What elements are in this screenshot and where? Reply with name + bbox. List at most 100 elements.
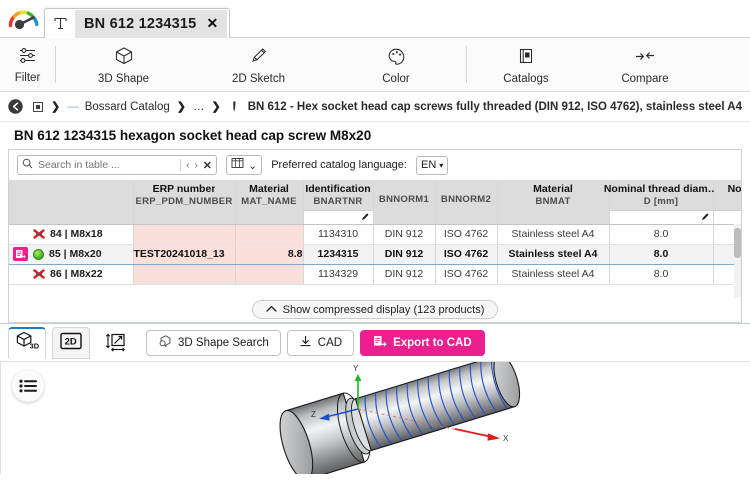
cell-identification: 1134329 (303, 264, 374, 285)
scrollbar-thumb[interactable] (734, 228, 741, 258)
ribbon-item-2d-sketch[interactable]: 2D Sketch (191, 38, 326, 91)
column-header-nominal-length[interactable]: Nominal leng. L [mm] (713, 180, 741, 225)
ribbon-item-catalogs[interactable]: Catalogs (467, 38, 585, 91)
column-header-erp-number[interactable]: ERP number ERP_PDM_NUMBER (133, 180, 236, 225)
row-selector-cell[interactable]: 86 | M8x22 (9, 264, 134, 285)
dimension-icon[interactable] (100, 328, 134, 358)
column-header-material-name[interactable]: Material MAT_NAME (235, 180, 304, 225)
column-settings-button[interactable]: ⌄ (226, 155, 263, 175)
document-tab[interactable]: BN 612 1234315 ✕ (44, 8, 231, 38)
ribbon-divider (55, 46, 56, 83)
breadcrumb-dash: — (67, 100, 78, 113)
search-prev-button[interactable]: ‹ (186, 159, 190, 171)
cell-erp-number (133, 264, 236, 285)
export-to-cad-button[interactable]: Export to CAD (360, 329, 485, 356)
grid-vertical-scrollbar[interactable] (734, 224, 741, 297)
shape-search-icon (158, 334, 172, 351)
column-filter-diameter[interactable] (609, 209, 713, 224)
close-icon[interactable]: ✕ (205, 9, 228, 38)
ribbon-item-label: Filter (14, 72, 41, 84)
column-subtitle: D [mm] (643, 196, 679, 207)
svg-text:3D: 3D (30, 342, 39, 351)
search-input[interactable] (38, 159, 176, 171)
download-icon (299, 335, 312, 351)
column-title: Nominal leng. (727, 183, 741, 195)
row-selector-cell[interactable]: 84 | M8x18 (9, 224, 134, 245)
column-header-selection[interactable] (9, 180, 134, 225)
column-header-bnnorm2[interactable]: BNNORM2 (435, 180, 498, 225)
column-subtitle: MAT_NAME (241, 196, 297, 207)
cad-export-icon[interactable] (13, 247, 28, 261)
compressed-display-bar: Show compressed display (123 products) (8, 297, 742, 323)
chevron-down-icon: ⌄ (248, 159, 258, 172)
table-row[interactable]: 86 | M8x22 1134329 DIN 912 ISO 4762 Stai… (9, 264, 741, 285)
search-next-button[interactable]: › (194, 159, 198, 171)
cell-diameter: 8.0 (609, 243, 714, 265)
ribbon-item-label: 2D Sketch (231, 73, 286, 85)
cell-bnnorm1: DIN 912 (373, 264, 436, 285)
search-box[interactable]: ‹ › ✕ (17, 155, 217, 175)
ribbon-divider (466, 46, 467, 83)
column-title: BNNORM1 (378, 194, 430, 205)
document-tab-label: BN 612 1234315 (75, 9, 206, 38)
column-subtitle: ERP_PDM_NUMBER (135, 196, 233, 207)
column-title: ERP number (152, 183, 216, 195)
breadcrumb-ellipsis[interactable]: … (192, 100, 205, 113)
ribbon-item-color[interactable]: Color (326, 38, 466, 91)
export-cad-icon (373, 335, 387, 351)
pencil-edit-icon (361, 212, 370, 223)
catalog-home-icon[interactable] (31, 100, 44, 113)
ribbon-item-3d-shape[interactable]: 3D Shape (56, 38, 191, 91)
column-title: Identification (305, 183, 371, 195)
column-header-bnmat[interactable]: Material BNMAT (497, 180, 610, 225)
viewport-left-rail (0, 362, 1, 474)
breadcrumb-chevron: ❯ (51, 101, 61, 113)
grid-body: 84 | M8x18 1134310 DIN 912 ISO 4762 Stai… (9, 224, 741, 285)
svg-text:2D: 2D (65, 336, 77, 347)
list-menu-icon[interactable] (12, 370, 44, 402)
viewer-toolbar: 3D 2D 3D Shape Search (0, 323, 750, 361)
column-filter-identification[interactable] (303, 209, 373, 224)
columns-icon (231, 156, 244, 174)
column-header-bnnorm1[interactable]: BNNORM1 (373, 180, 436, 225)
table-row[interactable]: 85 | M8x20 TEST20241018_13 8.8 1234315 D… (9, 243, 741, 265)
compressed-display-label: Show compressed display (123 products) (282, 303, 485, 316)
row-label: 86 | M8x22 (50, 268, 103, 280)
search-divider (180, 159, 182, 171)
cell-bnnorm2: ISO 4762 (435, 243, 498, 265)
language-select[interactable]: EN ▾ (415, 155, 449, 175)
column-title: Nominal thread diam… (603, 183, 719, 195)
3d-shape-search-button[interactable]: 3D Shape Search (146, 329, 281, 356)
tab-2d[interactable]: 2D (52, 327, 90, 359)
back-arrow-icon[interactable] (6, 98, 24, 116)
gauge-logo (4, 3, 44, 37)
ribbon-item-filter[interactable]: Filter (0, 38, 55, 91)
cell-identification: 1234315 (303, 243, 374, 265)
book-icon (517, 47, 535, 70)
search-clear-button[interactable]: ✕ (202, 159, 212, 172)
show-compressed-display-button[interactable]: Show compressed display (123 products) (251, 300, 499, 319)
cell-identification: 1134310 (303, 224, 374, 245)
cad-button[interactable]: CAD (286, 329, 355, 356)
pencil-icon (249, 46, 269, 70)
tab-3d[interactable]: 3D (8, 327, 46, 359)
cell-bnnorm2: ISO 4762 (435, 224, 498, 245)
cell-bnmat: Stainless steel A4 (497, 243, 610, 265)
3d-viewport[interactable]: Y Z X (0, 361, 750, 474)
row-label: 84 | M8x18 (50, 228, 103, 240)
ribbon-item-label: Compare (621, 72, 669, 85)
column-header-nominal-thread-diameter[interactable]: Nominal thread diam… D [mm] (604, 180, 718, 225)
breadcrumb: ❯ — Bossard Catalog ❯ … ❯ BN 612 - Hex s… (0, 92, 750, 122)
product-grid[interactable]: ERP number ERP_PDM_NUMBER Material MAT_N… (9, 180, 741, 297)
ribbon-item-label: 3D Shape (97, 73, 150, 85)
column-header-identification[interactable]: Identification BNARTNR (303, 180, 374, 225)
export-to-cad-label: Export to CAD (393, 336, 472, 349)
table-row[interactable]: 84 | M8x18 1134310 DIN 912 ISO 4762 Stai… (9, 224, 741, 245)
column-filter-length[interactable] (713, 209, 741, 224)
ribbon-item-compare[interactable]: Compare (585, 38, 705, 91)
cell-bnmat: Stainless steel A4 (497, 264, 610, 285)
row-label: 85 | M8x20 (49, 248, 102, 260)
product-table-panel: ‹ › ✕ ⌄ Preferred catalog language: EN ▾ (8, 149, 742, 297)
row-selector-cell[interactable]: 85 | M8x20 (9, 243, 134, 265)
breadcrumb-item-catalog[interactable]: Bossard Catalog (84, 100, 170, 113)
